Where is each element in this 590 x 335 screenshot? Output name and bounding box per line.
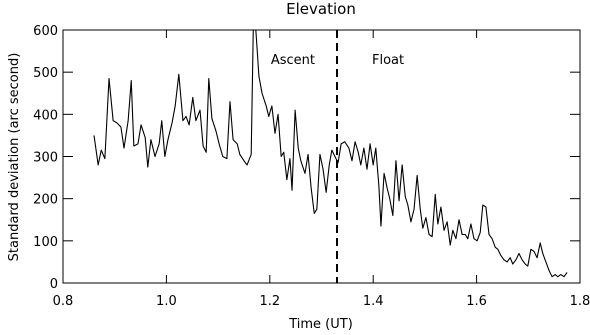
x-tick-label: 1.6 [466,294,487,309]
plot-area [93,30,568,278]
y-tick-label: 0 [50,277,58,292]
chart-title: Elevation [286,0,356,18]
y-tick-label: 500 [33,66,58,81]
x-tick-label: 1.4 [363,294,384,309]
y-axis-label: Standard deviation (arc second) [7,53,22,262]
annotation: Float [372,53,404,68]
y-tick-label: 100 [33,235,58,250]
y-tick-label: 600 [33,24,58,39]
x-axis-label: Time (UT) [288,317,353,332]
annotation: Ascent [271,53,315,68]
x-tick-label: 0.8 [53,294,74,309]
y-tick-label: 300 [33,151,58,166]
y-tick-label: 200 [33,193,58,208]
x-tick-label: 1.2 [259,294,280,309]
x-tick-label: 1.0 [156,294,177,309]
x-tick-label: 1.8 [570,294,590,309]
data-line [93,30,568,278]
plot-frame [62,29,581,284]
y-tick-label: 400 [33,108,58,123]
